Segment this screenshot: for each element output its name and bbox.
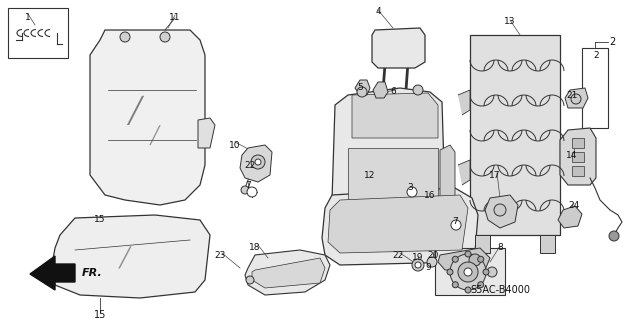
Text: ╱: ╱ xyxy=(150,125,160,145)
Polygon shape xyxy=(470,35,560,235)
Polygon shape xyxy=(372,28,425,68)
Circle shape xyxy=(247,187,257,197)
Text: 24: 24 xyxy=(568,201,580,210)
Text: 7: 7 xyxy=(245,181,251,189)
Polygon shape xyxy=(52,215,210,298)
Polygon shape xyxy=(475,235,490,253)
Polygon shape xyxy=(572,166,584,176)
Text: 12: 12 xyxy=(364,170,376,180)
Polygon shape xyxy=(245,250,330,295)
Polygon shape xyxy=(322,188,478,265)
Circle shape xyxy=(494,204,506,216)
Text: 20: 20 xyxy=(428,250,438,259)
Circle shape xyxy=(452,256,458,262)
Polygon shape xyxy=(348,148,438,228)
Polygon shape xyxy=(240,145,272,182)
Text: 2: 2 xyxy=(609,37,615,47)
Polygon shape xyxy=(352,93,438,138)
Polygon shape xyxy=(458,160,470,185)
Text: 5: 5 xyxy=(357,84,363,93)
Polygon shape xyxy=(438,248,490,270)
Polygon shape xyxy=(373,82,388,98)
Text: 3: 3 xyxy=(407,183,413,192)
Text: 22: 22 xyxy=(244,160,255,169)
Text: 23: 23 xyxy=(214,250,226,259)
Circle shape xyxy=(447,269,453,275)
Polygon shape xyxy=(198,118,215,148)
Text: 15: 15 xyxy=(94,216,106,225)
Text: 2: 2 xyxy=(593,50,599,60)
Text: 16: 16 xyxy=(424,190,436,199)
Polygon shape xyxy=(328,195,468,253)
Circle shape xyxy=(160,32,170,42)
Circle shape xyxy=(464,268,472,276)
Text: ╱: ╱ xyxy=(119,247,131,269)
Polygon shape xyxy=(90,30,205,205)
Circle shape xyxy=(415,262,421,268)
Circle shape xyxy=(357,87,367,97)
Polygon shape xyxy=(485,195,518,228)
Circle shape xyxy=(483,269,489,275)
Polygon shape xyxy=(572,152,584,162)
Circle shape xyxy=(413,85,423,95)
Text: 13: 13 xyxy=(504,18,516,26)
Polygon shape xyxy=(540,235,555,253)
Polygon shape xyxy=(332,88,445,240)
Text: 11: 11 xyxy=(169,13,180,23)
Text: ╱: ╱ xyxy=(127,95,143,125)
Circle shape xyxy=(458,262,478,282)
Circle shape xyxy=(407,187,417,197)
Circle shape xyxy=(451,220,461,230)
Circle shape xyxy=(465,287,471,293)
Circle shape xyxy=(487,267,497,277)
Circle shape xyxy=(251,155,265,169)
Text: 22: 22 xyxy=(392,250,404,259)
Circle shape xyxy=(477,256,484,262)
Polygon shape xyxy=(435,248,505,295)
Circle shape xyxy=(571,94,581,104)
Text: 1: 1 xyxy=(25,13,31,23)
Text: 9: 9 xyxy=(425,263,431,272)
Text: 4: 4 xyxy=(375,8,381,17)
Text: FR.: FR. xyxy=(82,268,102,278)
Circle shape xyxy=(241,186,249,194)
Circle shape xyxy=(120,32,130,42)
Text: 17: 17 xyxy=(489,170,500,180)
Polygon shape xyxy=(355,80,370,95)
Text: 8: 8 xyxy=(497,243,503,253)
Polygon shape xyxy=(560,128,596,185)
Circle shape xyxy=(465,251,471,257)
Circle shape xyxy=(427,257,437,267)
Text: 15: 15 xyxy=(94,310,106,319)
Text: 18: 18 xyxy=(249,243,260,253)
Circle shape xyxy=(255,159,261,165)
Text: 10: 10 xyxy=(229,140,241,150)
Polygon shape xyxy=(572,138,584,148)
Polygon shape xyxy=(252,258,325,288)
Circle shape xyxy=(246,276,254,284)
Polygon shape xyxy=(558,206,582,228)
Circle shape xyxy=(450,254,486,290)
Polygon shape xyxy=(8,8,68,58)
Circle shape xyxy=(477,282,484,288)
Text: 6: 6 xyxy=(390,87,396,97)
Text: 21: 21 xyxy=(566,91,578,100)
Polygon shape xyxy=(565,88,588,108)
Circle shape xyxy=(412,259,424,271)
Text: 7: 7 xyxy=(452,218,458,226)
Circle shape xyxy=(609,231,619,241)
Circle shape xyxy=(452,282,458,288)
Polygon shape xyxy=(440,145,455,205)
Polygon shape xyxy=(458,90,470,115)
Text: S5AC-B4000: S5AC-B4000 xyxy=(470,285,530,295)
Text: 19: 19 xyxy=(412,254,424,263)
Polygon shape xyxy=(30,256,75,290)
Circle shape xyxy=(469,254,481,266)
Text: 14: 14 xyxy=(566,151,578,160)
